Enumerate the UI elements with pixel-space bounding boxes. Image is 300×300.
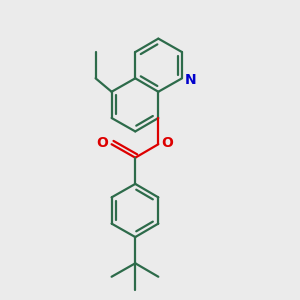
Text: N: N: [185, 73, 197, 87]
Text: O: O: [161, 136, 173, 150]
Text: O: O: [97, 136, 109, 150]
